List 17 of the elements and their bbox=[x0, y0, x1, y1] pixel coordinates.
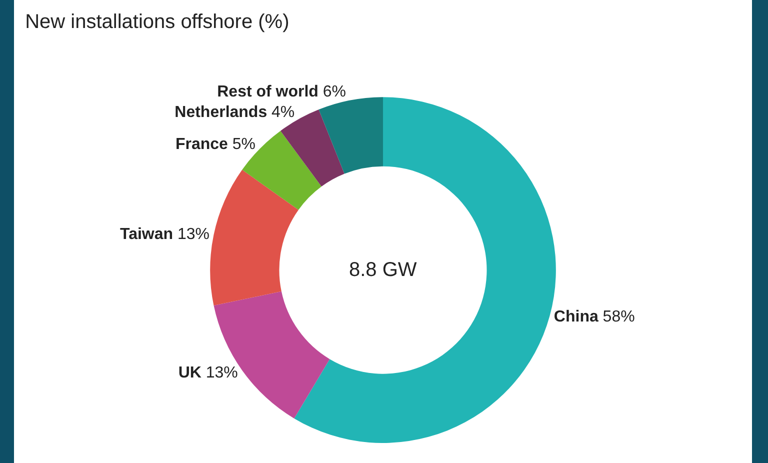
data-label: 13% bbox=[177, 226, 210, 243]
donut-slice bbox=[210, 170, 298, 306]
slice-label: France bbox=[175, 136, 228, 154]
text: 8.8 GW bbox=[349, 259, 417, 281]
slice-label: Taiwan bbox=[120, 226, 174, 243]
data-label: 4% bbox=[272, 104, 295, 121]
donut-slice bbox=[294, 97, 556, 443]
data-label: 6% bbox=[322, 84, 346, 101]
donut-slice bbox=[318, 97, 383, 174]
slice-label: Netherlands bbox=[174, 104, 268, 121]
slice-label: China bbox=[554, 308, 598, 326]
data-label: 5% bbox=[232, 136, 256, 154]
slice-label: Rest of world bbox=[217, 84, 318, 101]
slice-label: UK bbox=[178, 364, 202, 382]
chart-title: New installations offshore (%) bbox=[25, 10, 290, 33]
data-label: 13% bbox=[206, 364, 238, 382]
data-label: 58% bbox=[602, 308, 635, 326]
